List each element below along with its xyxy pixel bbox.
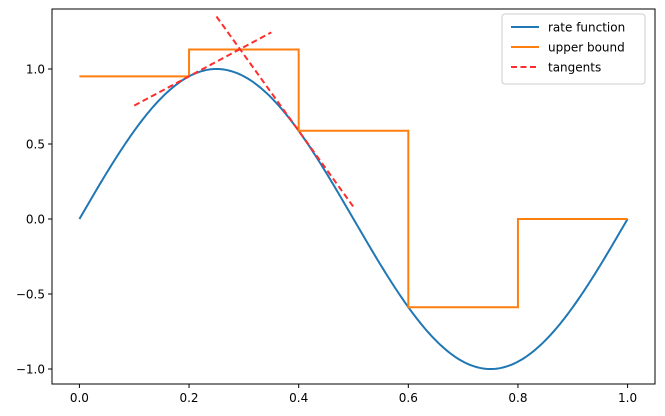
axes-layer: 0.0 0.2 0.4 0.6 0.8 1.0 −1.0 −0.5 0.0 0.5 1.0	[16, 8, 656, 405]
x-tick-label: 1.0	[618, 391, 637, 405]
x-tick-label: 0.6	[399, 391, 418, 405]
tangent-line-2	[215, 15, 355, 208]
legend-label: rate function	[548, 20, 625, 34]
tangent-line-1	[133, 31, 272, 107]
y-tick-label: 1.0	[26, 62, 45, 76]
legend: rate function upper bound tangents	[501, 13, 646, 85]
y-tick-label: 0.0	[26, 212, 45, 226]
series-upper-bound-line	[79, 48, 628, 309]
y-tick-label: −1.0	[16, 362, 45, 376]
x-tick-label: 0.8	[508, 391, 527, 405]
plot-layer	[78, 15, 629, 371]
legend-label: tangents	[548, 60, 601, 74]
x-tick-label: 0.4	[289, 391, 308, 405]
y-tick-label: −0.5	[16, 287, 45, 301]
axes-frame	[51, 8, 656, 385]
legend-box	[501, 13, 646, 85]
x-tick-label: 0.0	[70, 391, 89, 405]
y-tick-label: 0.5	[26, 137, 45, 151]
legend-label: upper bound	[548, 40, 625, 54]
x-tick-label: 0.2	[179, 391, 198, 405]
series-rate-function-line	[78, 67, 629, 371]
